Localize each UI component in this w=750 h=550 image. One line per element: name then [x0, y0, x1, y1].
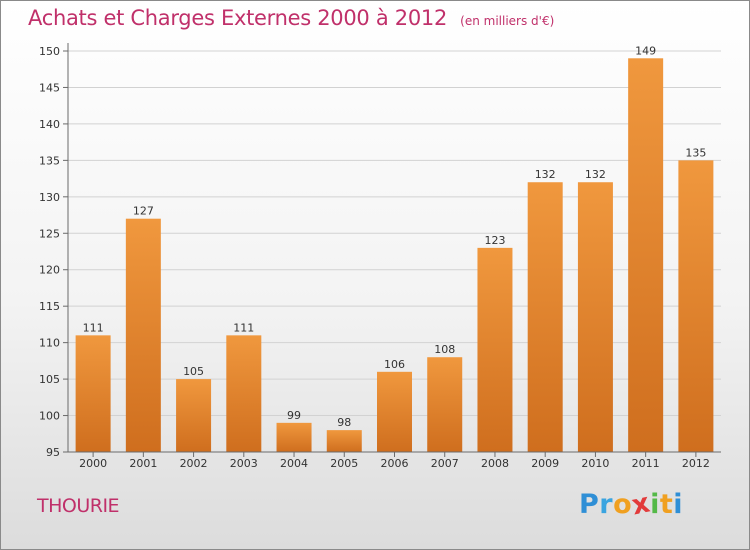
data-label-2006: 106 — [384, 358, 405, 371]
x-tick-label-2006: 2006 — [381, 457, 409, 470]
y-tick-label-140: 140 — [39, 118, 60, 131]
bar-2000 — [75, 335, 111, 452]
logo-letter: r — [599, 489, 614, 520]
data-label-2008: 123 — [484, 234, 505, 247]
data-label-2004: 99 — [287, 409, 301, 422]
x-tick-label-2011: 2011 — [632, 457, 660, 470]
y-tick-label-105: 105 — [39, 373, 60, 386]
title-row: Achats et Charges Externes 2000 à 2012 (… — [28, 6, 554, 30]
y-tick-label-125: 125 — [39, 227, 60, 240]
data-label-2012: 135 — [685, 146, 706, 159]
x-tick-label-2000: 2000 — [79, 457, 107, 470]
bar-2012 — [678, 160, 714, 452]
bar-2007 — [427, 357, 463, 452]
city-name: THOURIE — [37, 495, 120, 517]
bar-2010 — [577, 182, 613, 452]
data-label-2000: 111 — [83, 321, 104, 334]
x-tick-label-2009: 2009 — [531, 457, 559, 470]
y-tick-label-110: 110 — [39, 337, 60, 350]
proxiti-logo: Proxiti — [579, 487, 684, 521]
y-tick-label-135: 135 — [39, 154, 60, 167]
x-tick-label-2012: 2012 — [682, 457, 710, 470]
bar-2006 — [377, 371, 412, 452]
x-tick-label-2007: 2007 — [431, 457, 459, 470]
data-label-2001: 127 — [133, 205, 154, 218]
bar-2008 — [477, 247, 513, 452]
data-label-2011: 149 — [635, 44, 656, 57]
data-label-2007: 108 — [434, 343, 455, 356]
bar-2009 — [527, 182, 563, 452]
bar-2005 — [326, 430, 362, 452]
data-label-2010: 132 — [585, 168, 606, 181]
y-tick-label-120: 120 — [39, 264, 60, 277]
x-tick-label-2003: 2003 — [230, 457, 258, 470]
x-tick-label-2005: 2005 — [330, 457, 358, 470]
y-tick-label-100: 100 — [39, 410, 60, 423]
x-tick-label-2002: 2002 — [180, 457, 208, 470]
x-tick-label-2008: 2008 — [481, 457, 509, 470]
logo-letter: P — [579, 489, 600, 520]
logo-letter: i — [673, 489, 684, 520]
data-label-2002: 105 — [183, 365, 204, 378]
x-tick-label-2010: 2010 — [581, 457, 609, 470]
y-tick-label-145: 145 — [39, 81, 60, 94]
bar-2004 — [276, 422, 312, 452]
bar-2011 — [628, 58, 664, 453]
bar-2003 — [226, 335, 262, 452]
bar-2002 — [176, 379, 212, 452]
y-tick-label-130: 130 — [39, 191, 60, 204]
logo-letter: o — [613, 489, 633, 520]
data-label-2005: 98 — [337, 416, 351, 429]
y-tick-label-95: 95 — [46, 446, 60, 459]
x-tick-label-2004: 2004 — [280, 457, 308, 470]
logo-letter: t — [659, 489, 674, 520]
data-label-2009: 132 — [535, 168, 556, 181]
data-label-2003: 111 — [233, 321, 254, 334]
x-tick-label-2001: 2001 — [129, 457, 157, 470]
chart-title: Achats et Charges Externes 2000 à 2012 — [28, 6, 448, 30]
logo-letter: i — [650, 489, 660, 520]
bar-2001 — [125, 218, 161, 452]
y-tick-label-115: 115 — [39, 300, 60, 313]
y-tick-label-150: 150 — [39, 45, 60, 58]
chart-subtitle: (en milliers d'€) — [460, 14, 555, 28]
